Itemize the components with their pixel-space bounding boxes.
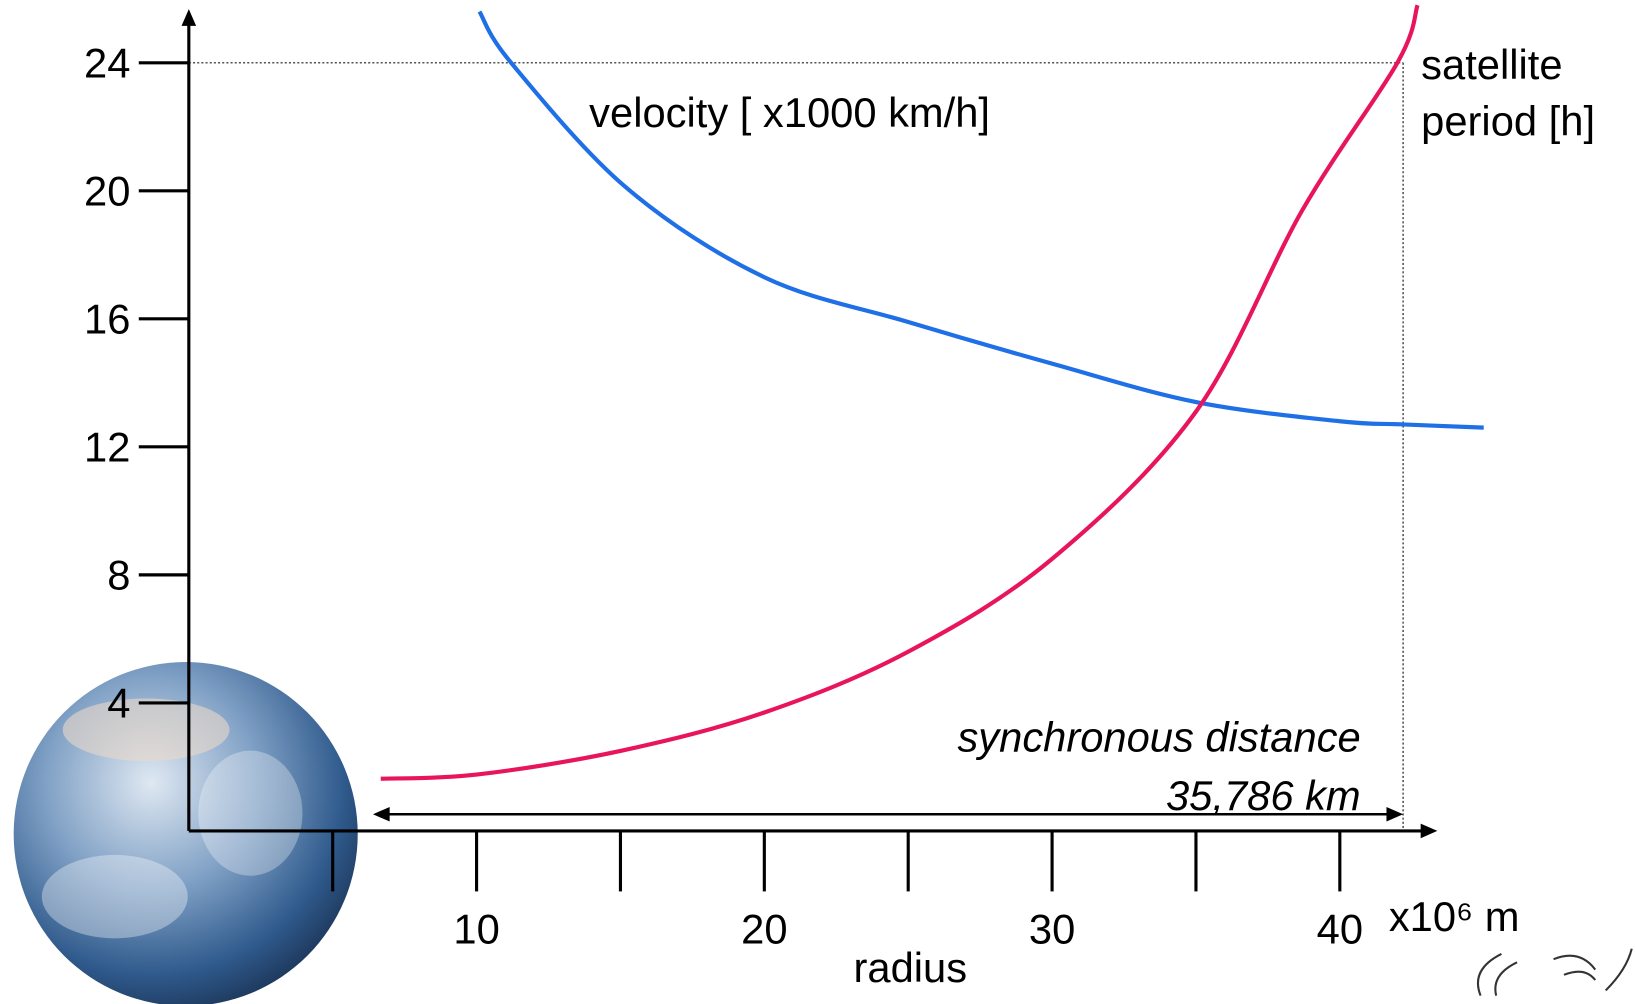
y-tick-label: 4 [107, 680, 130, 727]
series-label-box: satellite period [h] [1421, 42, 1596, 145]
x-tick-label: 10 [453, 906, 499, 953]
y-tick-label: 8 [107, 551, 130, 598]
series-label: satellite period [h] [1421, 42, 1596, 145]
x-unit: x10⁶ m [1389, 893, 1520, 940]
series-label: velocity [ x1000 km/h] [589, 89, 990, 136]
x-tick-label: 30 [1029, 906, 1075, 953]
x-axis-label: radius [854, 944, 968, 991]
arrow-head [1386, 806, 1404, 822]
earth [13, 662, 358, 1004]
y-axis-arrow [181, 9, 197, 26]
sync-label: synchronous distance [957, 714, 1360, 761]
y-tick-label: 12 [84, 423, 130, 470]
sync-value: 35,786 km [1166, 772, 1361, 819]
y-tick-label: 24 [84, 39, 130, 86]
y-tick-label: 16 [84, 295, 130, 342]
x-tick-label: 40 [1317, 906, 1363, 953]
x-axis-arrow [1420, 823, 1438, 839]
series-line [380, 4, 1420, 781]
logo [1476, 948, 1633, 997]
series-line [477, 10, 1484, 430]
arrow-head [372, 806, 390, 822]
y-tick-label: 20 [84, 167, 130, 214]
x-tick-label: 20 [741, 906, 787, 953]
